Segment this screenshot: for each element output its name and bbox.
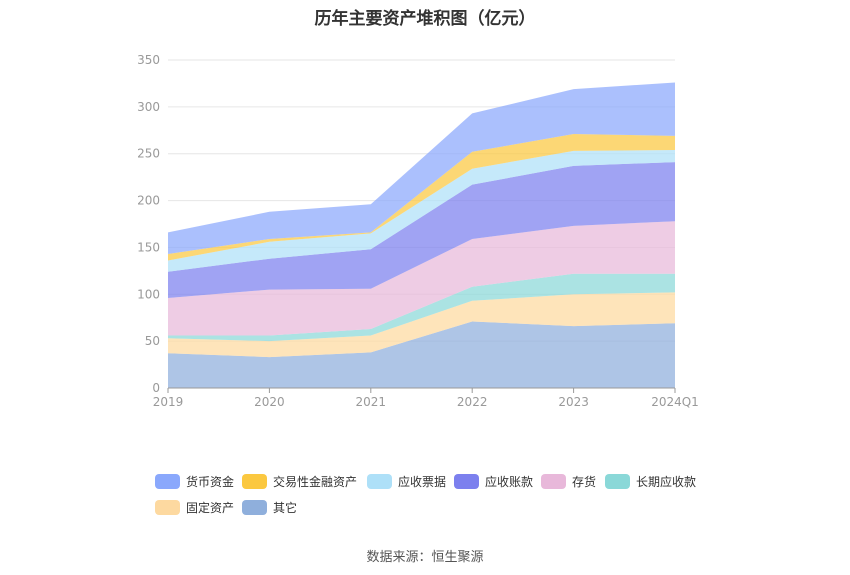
x-tick-label: 2022 (457, 395, 488, 409)
area-其它 (168, 321, 675, 388)
x-tick-label: 2021 (356, 395, 387, 409)
legend-label: 其它 (273, 500, 298, 515)
legend-swatch (242, 473, 267, 489)
legend-item[interactable]: 存货 (541, 472, 596, 490)
legend-swatch (155, 499, 180, 515)
legend-swatch (541, 473, 566, 489)
y-tick-label: 150 (137, 240, 160, 254)
y-tick-label: 200 (137, 194, 160, 208)
legend-swatch (155, 473, 180, 489)
legend-item[interactable]: 应收账款 (454, 472, 533, 490)
area-长期应收款 (168, 273, 675, 342)
legend-swatch (367, 473, 392, 489)
area-存货 (168, 221, 675, 336)
legend-label: 存货 (572, 474, 597, 489)
legend-item[interactable]: 货币资金 (155, 472, 234, 490)
area-固定资产 (168, 292, 675, 358)
y-tick-label: 350 (137, 53, 160, 67)
legend-item[interactable]: 固定资产 (155, 498, 234, 516)
y-tick-label: 300 (137, 100, 160, 114)
y-tick-label: 0 (152, 381, 160, 395)
legend-label: 应收账款 (485, 474, 534, 489)
legend-label: 交易性金融资产 (273, 474, 358, 489)
x-tick-label: 2020 (254, 395, 285, 409)
axes: 0 50 100 150 200 250 300 350 2019 2020 2021 2022 202… (137, 53, 699, 409)
legend-swatch (242, 499, 267, 515)
area-应收票据 (168, 150, 675, 272)
x-tick-label: 2024Q1 (651, 395, 699, 409)
area-series (168, 82, 675, 388)
y-tick-label: 100 (137, 287, 160, 301)
legend-label: 货币资金 (186, 474, 235, 489)
chart-title: 历年主要资产堆积图（亿元） (314, 9, 536, 29)
legend-swatch (454, 473, 479, 489)
legend-swatch (605, 473, 630, 489)
area-应收账款 (168, 162, 675, 298)
legend-label: 应收票据 (398, 474, 447, 489)
x-tick-label: 2023 (558, 395, 589, 409)
data-source: 数据来源：恒生聚源 (366, 550, 484, 565)
legend-item[interactable]: 其它 (242, 498, 297, 516)
legend-item[interactable]: 交易性金融资产 (242, 472, 357, 490)
x-tick-label: 2019 (153, 395, 184, 409)
y-tick-label: 250 (137, 147, 160, 161)
legend-item[interactable]: 长期应收款 (605, 472, 696, 490)
legend-label: 固定资产 (186, 500, 235, 515)
area-货币资金 (168, 82, 675, 254)
y-tick-label: 50 (145, 334, 160, 348)
area-交易性金融资产 (168, 134, 675, 261)
legend-item[interactable]: 应收票据 (367, 472, 446, 490)
legend-label: 长期应收款 (636, 474, 697, 489)
